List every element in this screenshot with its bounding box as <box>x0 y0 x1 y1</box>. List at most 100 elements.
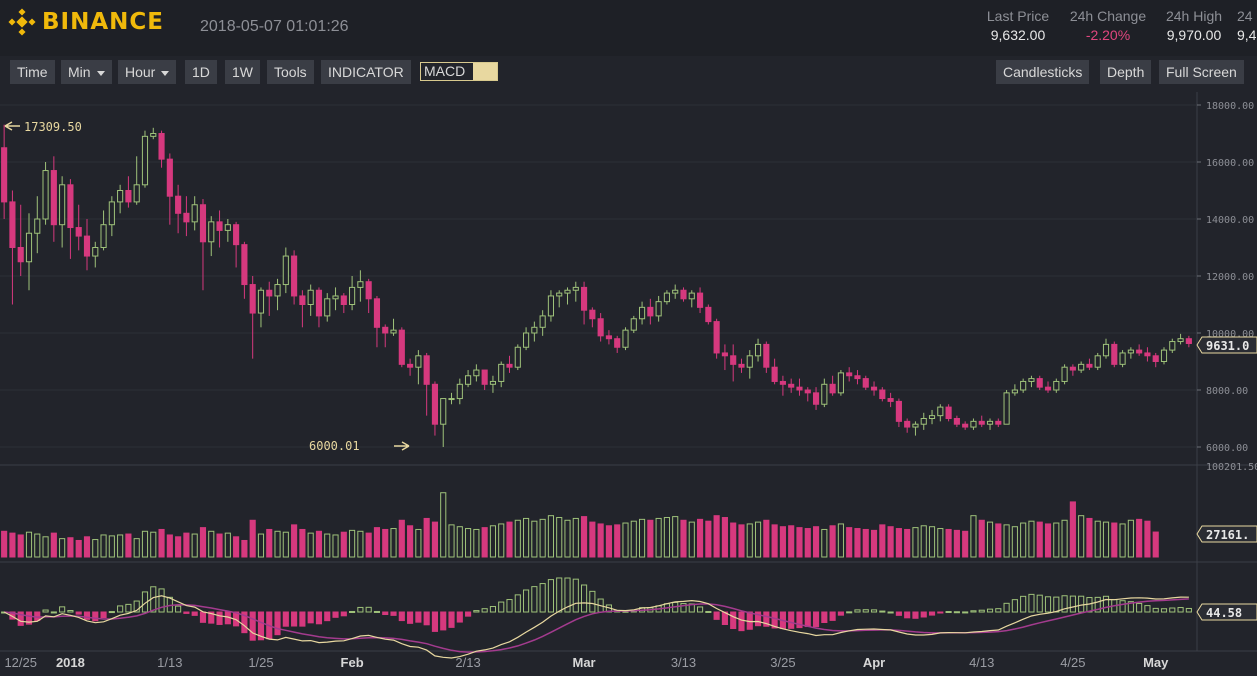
chart-toolbar: Time Min Hour 1D 1W Tools INDICATOR Cand… <box>0 56 1257 92</box>
candle-body <box>763 343 770 368</box>
candle-body <box>953 418 960 425</box>
macd-histogram-bar <box>1160 608 1168 613</box>
macd-histogram-bar <box>1036 594 1043 613</box>
stat-value: -2.20% <box>1085 27 1131 43</box>
volume-bar <box>854 528 861 558</box>
volume-bar <box>117 534 124 558</box>
macd-histogram-bar <box>241 611 248 634</box>
candle-body <box>506 363 513 368</box>
volume-bar <box>995 523 1002 558</box>
x-tick-label: 12/25 <box>4 655 37 670</box>
time-button[interactable]: Time <box>10 60 55 84</box>
binance-logo[interactable]: BINANCE <box>8 8 164 36</box>
candle-body <box>324 298 331 317</box>
macd-histogram-bar <box>42 609 49 613</box>
volume-bar <box>390 528 397 558</box>
volume-bar <box>291 524 298 558</box>
candle-body <box>937 406 944 417</box>
candle-body <box>224 224 231 231</box>
volume-bar <box>597 523 604 558</box>
volume-bar <box>647 519 654 558</box>
candle-body <box>448 398 455 401</box>
min-dropdown[interactable]: Min <box>61 60 112 84</box>
volume-bar <box>1020 522 1027 558</box>
volume-bar <box>1 530 8 558</box>
full-screen-button[interactable]: Full Screen <box>1159 60 1244 84</box>
candle-body <box>746 355 753 368</box>
macd-histogram-bar <box>191 611 198 616</box>
macd-histogram-bar <box>1152 607 1159 613</box>
stat-24h-low-partial: 24 9,4 <box>1237 8 1257 43</box>
candle-body <box>1078 363 1085 371</box>
volume-bar <box>630 520 637 558</box>
volume-bar <box>680 519 687 558</box>
volume-bar <box>564 519 571 558</box>
volume-bar <box>34 533 41 558</box>
stat-label: 24h High <box>1165 8 1223 24</box>
top-bar: BINANCE 2018-05-07 01:01:26 Last Price 9… <box>0 0 1257 56</box>
volume-bar <box>738 524 745 558</box>
binance-logo-icon <box>8 8 36 36</box>
macd-histogram-bar <box>1177 607 1184 613</box>
candle-body <box>688 292 695 300</box>
candle-body <box>1127 349 1134 354</box>
macd-histogram-bar <box>291 611 298 627</box>
volume-bar <box>266 528 273 558</box>
last-price-badge <box>1196 336 1257 354</box>
volume-bar <box>67 537 74 558</box>
indicator-button[interactable]: INDICATOR <box>321 60 411 84</box>
candle-body <box>804 389 811 394</box>
candle-body <box>1185 338 1192 344</box>
candle-body <box>829 383 836 394</box>
candle-body <box>1152 355 1159 362</box>
volume-bar <box>42 536 49 558</box>
volume-bar <box>1136 518 1143 558</box>
macd-histogram-bar <box>928 611 936 616</box>
macd-histogram-bar <box>506 599 513 613</box>
macd-histogram-bar <box>440 611 447 631</box>
macd-histogram-bar <box>995 608 1002 613</box>
volume-bar <box>986 521 994 558</box>
x-tick-label: Apr <box>863 655 885 670</box>
volume-bar <box>945 528 952 558</box>
candle-body <box>42 170 49 220</box>
macd-histogram-bar <box>746 611 753 630</box>
macd-histogram-bar <box>249 611 256 641</box>
macd-histogram-bar <box>523 589 530 613</box>
candle-body <box>1111 343 1118 365</box>
interval-1d-button[interactable]: 1D <box>185 60 217 84</box>
macd-label: MACD <box>424 63 466 79</box>
candle-body <box>365 281 372 300</box>
macd-histogram-bar <box>199 611 207 623</box>
interval-1w-button[interactable]: 1W <box>225 60 260 84</box>
volume-bar <box>481 527 488 558</box>
last-price-label: 9631.0 <box>1206 339 1249 353</box>
macd-histogram-bar <box>175 605 182 613</box>
volume-bar <box>398 519 405 558</box>
volume-bar <box>1111 522 1118 558</box>
volume-bar <box>456 526 463 558</box>
macd-histogram-bar <box>804 611 811 628</box>
volume-bar <box>25 531 33 558</box>
candlesticks-button[interactable]: Candlesticks <box>996 60 1090 84</box>
volume-bar <box>730 522 737 558</box>
macd-histogram-bar <box>1136 602 1143 613</box>
volume-axis-top-label: 100201.50 <box>1206 462 1257 473</box>
macd-histogram-bar <box>307 611 314 624</box>
high-price-marker: 17309.50 <box>24 120 82 134</box>
hour-dropdown[interactable]: Hour <box>118 60 177 84</box>
macd-histogram-bar <box>100 611 107 619</box>
volume-bar <box>804 528 811 558</box>
volume-bar <box>282 531 289 558</box>
volume-bar <box>166 534 173 558</box>
macd-histogram-bar <box>705 610 712 613</box>
depth-button[interactable]: Depth <box>1100 60 1152 84</box>
macd-histogram-bar <box>887 611 894 614</box>
candle-body <box>17 247 24 263</box>
price-chart[interactable]: 18000.00 16000.00 14000.00 12000.00 10000.00… <box>0 92 1257 676</box>
candle-body <box>423 355 430 385</box>
tools-button[interactable]: Tools <box>267 60 314 84</box>
candle-body <box>274 284 281 297</box>
volume-bar <box>1144 520 1151 558</box>
macd-indicator-toggle[interactable]: MACD <box>420 62 498 81</box>
